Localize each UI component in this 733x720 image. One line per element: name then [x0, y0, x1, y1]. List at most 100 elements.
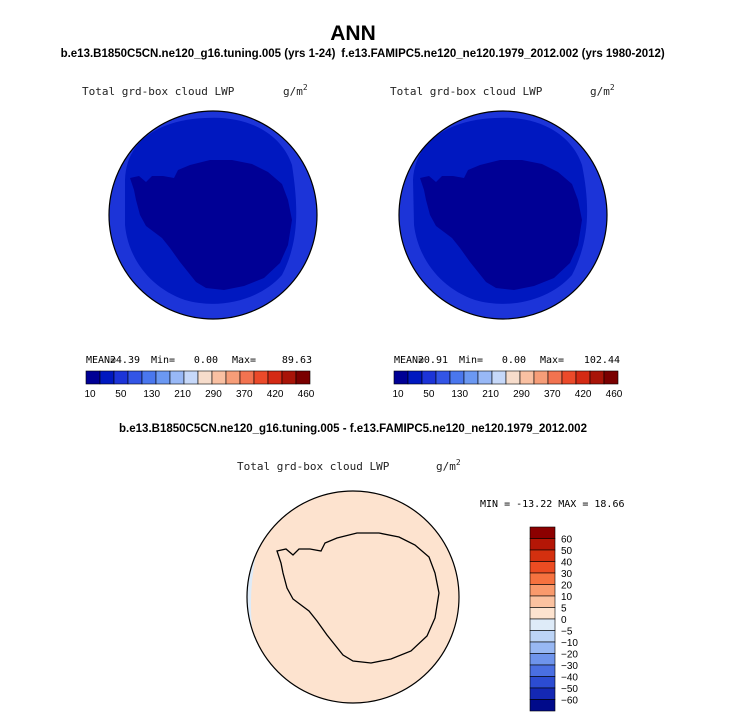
map-right-colorbar-box [603, 370, 619, 385]
map-left-mean-label: MEAN= [86, 355, 116, 366]
map-diff-colorbar-box [529, 653, 556, 666]
map-left-antarctica [130, 160, 292, 290]
map-diff-colorbar-label: 50 [561, 546, 573, 557]
map-right-colorbar-box [477, 370, 493, 385]
map-left-colorbar-box [85, 370, 101, 385]
map-diff-band-base [247, 491, 459, 703]
map-left-colorbar-label: 10 [84, 389, 96, 400]
map-right-mean-value: 20.91 [418, 355, 448, 366]
map-left-min-value: 0.00 [194, 355, 218, 366]
map-right-colorbar-label: 10 [392, 389, 404, 400]
map-left: Total grd-box cloud LWP g/m2 MEAN= 24.39… [82, 83, 318, 400]
page-title: ANN [330, 22, 376, 45]
map-diff-colorbar-box [529, 538, 556, 551]
map-diff-colorbar-box [529, 687, 556, 700]
map-right-colorbar-box [533, 370, 549, 385]
map-left-colorbar-label: 420 [267, 389, 284, 400]
map-diff-colorbar-box [529, 526, 556, 539]
map-left-colorbar-box [211, 370, 227, 385]
map-right-colorbar-box [561, 370, 577, 385]
subtitle-right: f.e13.FAMIPC5.ne120_ne120.1979_2012.002 … [341, 48, 665, 60]
map-right-colorbar-box [393, 370, 409, 385]
map-right-min-label: Min= [459, 355, 483, 366]
map-diff-antarctica-outline [276, 532, 440, 664]
map-right-colorbar-box [435, 370, 451, 385]
map-left-colorbar-box [183, 370, 199, 385]
diff-title: b.e13.B1850C5CN.ne120_g16.tuning.005 - f… [119, 423, 587, 435]
map-left-colorbar-box [253, 370, 269, 385]
map-left-colorbar-box [267, 370, 283, 385]
map-right-colorbar-label: 290 [513, 389, 530, 400]
map-diff-colorbar-label: 40 [561, 558, 573, 569]
map-diff-colorbar-box [529, 607, 556, 620]
map-left-max-value: 89.63 [282, 355, 312, 366]
map-right-antarctica [420, 160, 582, 290]
map-diff-colorbar-box [529, 630, 556, 643]
map-right-colorbar-box [421, 370, 437, 385]
map-diff-colorbar-box [529, 641, 556, 654]
map-left-colorbar-box [295, 370, 311, 385]
map-left-colorbar-label: 290 [205, 389, 222, 400]
map-right: Total grd-box cloud LWP g/m2 MEAN= 20.91… [390, 83, 623, 400]
map-left-colorbar-box [155, 370, 171, 385]
map-diff-colorbar-label: −50 [561, 684, 578, 695]
map-diff-colorbar-box [529, 595, 556, 608]
map-left-variable-label: Total grd-box cloud LWP [82, 85, 235, 98]
map-right-variable-label: Total grd-box cloud LWP [390, 85, 543, 98]
map-right-colorbar-box [407, 370, 423, 385]
map-diff-colorbar-label: 60 [561, 535, 573, 546]
map-diff-colorbar-box [529, 618, 556, 631]
subtitle-left: b.e13.B1850C5CN.ne120_g16.tuning.005 (yr… [61, 48, 336, 60]
map-right-colorbar-box [575, 370, 591, 385]
map-right-colorbar-box [547, 370, 563, 385]
map-right-colorbar-label: 420 [575, 389, 592, 400]
map-diff: Total grd-box cloud LWP g/m2 MIN = -13.2… [237, 458, 625, 712]
map-diff-colorbar-box [529, 664, 556, 677]
map-left-colorbar-box [197, 370, 213, 385]
map-right-colorbar-label: 130 [451, 389, 468, 400]
map-diff-colorbar-label: −10 [561, 638, 578, 649]
map-left-colorbar-box [225, 370, 241, 385]
map-diff-colorbar-box [529, 584, 556, 597]
map-right-colorbar-label: 210 [482, 389, 499, 400]
map-left-colorbar: 10 50 130 210 290 370 420 460 [84, 370, 315, 400]
map-diff-variable-label: Total grd-box cloud LWP [237, 460, 390, 473]
map-diff-colorbar-label: −5 [561, 627, 573, 638]
map-left-colorbar-box [127, 370, 143, 385]
map-diff-colorbar-label: −60 [561, 696, 578, 707]
map-left-colorbar-box [169, 370, 185, 385]
map-right-max-value: 102.44 [584, 355, 620, 366]
map-left-colorbar-label: 460 [298, 389, 315, 400]
map-right-min-value: 0.00 [502, 355, 526, 366]
map-left-colorbar-label: 210 [174, 389, 191, 400]
map-right-colorbar-label: 370 [544, 389, 561, 400]
map-left-colorbar-box [113, 370, 129, 385]
map-diff-colorbar-label: 20 [561, 581, 573, 592]
map-right-max-label: Max= [540, 355, 564, 366]
map-left-colorbar-box [281, 370, 297, 385]
map-left-colorbar-box [99, 370, 115, 385]
map-diff-colorbar-label: −40 [561, 673, 578, 684]
map-diff-colorbar-box [529, 699, 556, 712]
map-right-colorbar-label: 460 [606, 389, 623, 400]
map-diff-colorbar-label: 0 [561, 615, 567, 626]
map-left-max-label: Max= [232, 355, 256, 366]
map-right-units: g/m2 [590, 83, 615, 98]
map-diff-stats: MIN = -13.22 MAX = 18.66 [480, 499, 625, 510]
map-left-colorbar-box [239, 370, 255, 385]
map-left-colorbar-box [141, 370, 157, 385]
map-diff-colorbar-label: 5 [561, 604, 567, 615]
map-right-colorbar-box [589, 370, 605, 385]
map-left-border [108, 110, 318, 320]
map-diff-colorbar-box [529, 561, 556, 574]
map-right-colorbar-box [505, 370, 521, 385]
map-right-colorbar-box [449, 370, 465, 385]
map-diff-colorbar-box [529, 549, 556, 562]
map-right-colorbar-box [519, 370, 535, 385]
map-diff-colorbar-label: 10 [561, 592, 573, 603]
map-right-colorbar-label: 50 [423, 389, 435, 400]
map-diff-colorbar-label: −20 [561, 650, 578, 661]
map-diff-colorbar-label: −30 [561, 661, 578, 672]
